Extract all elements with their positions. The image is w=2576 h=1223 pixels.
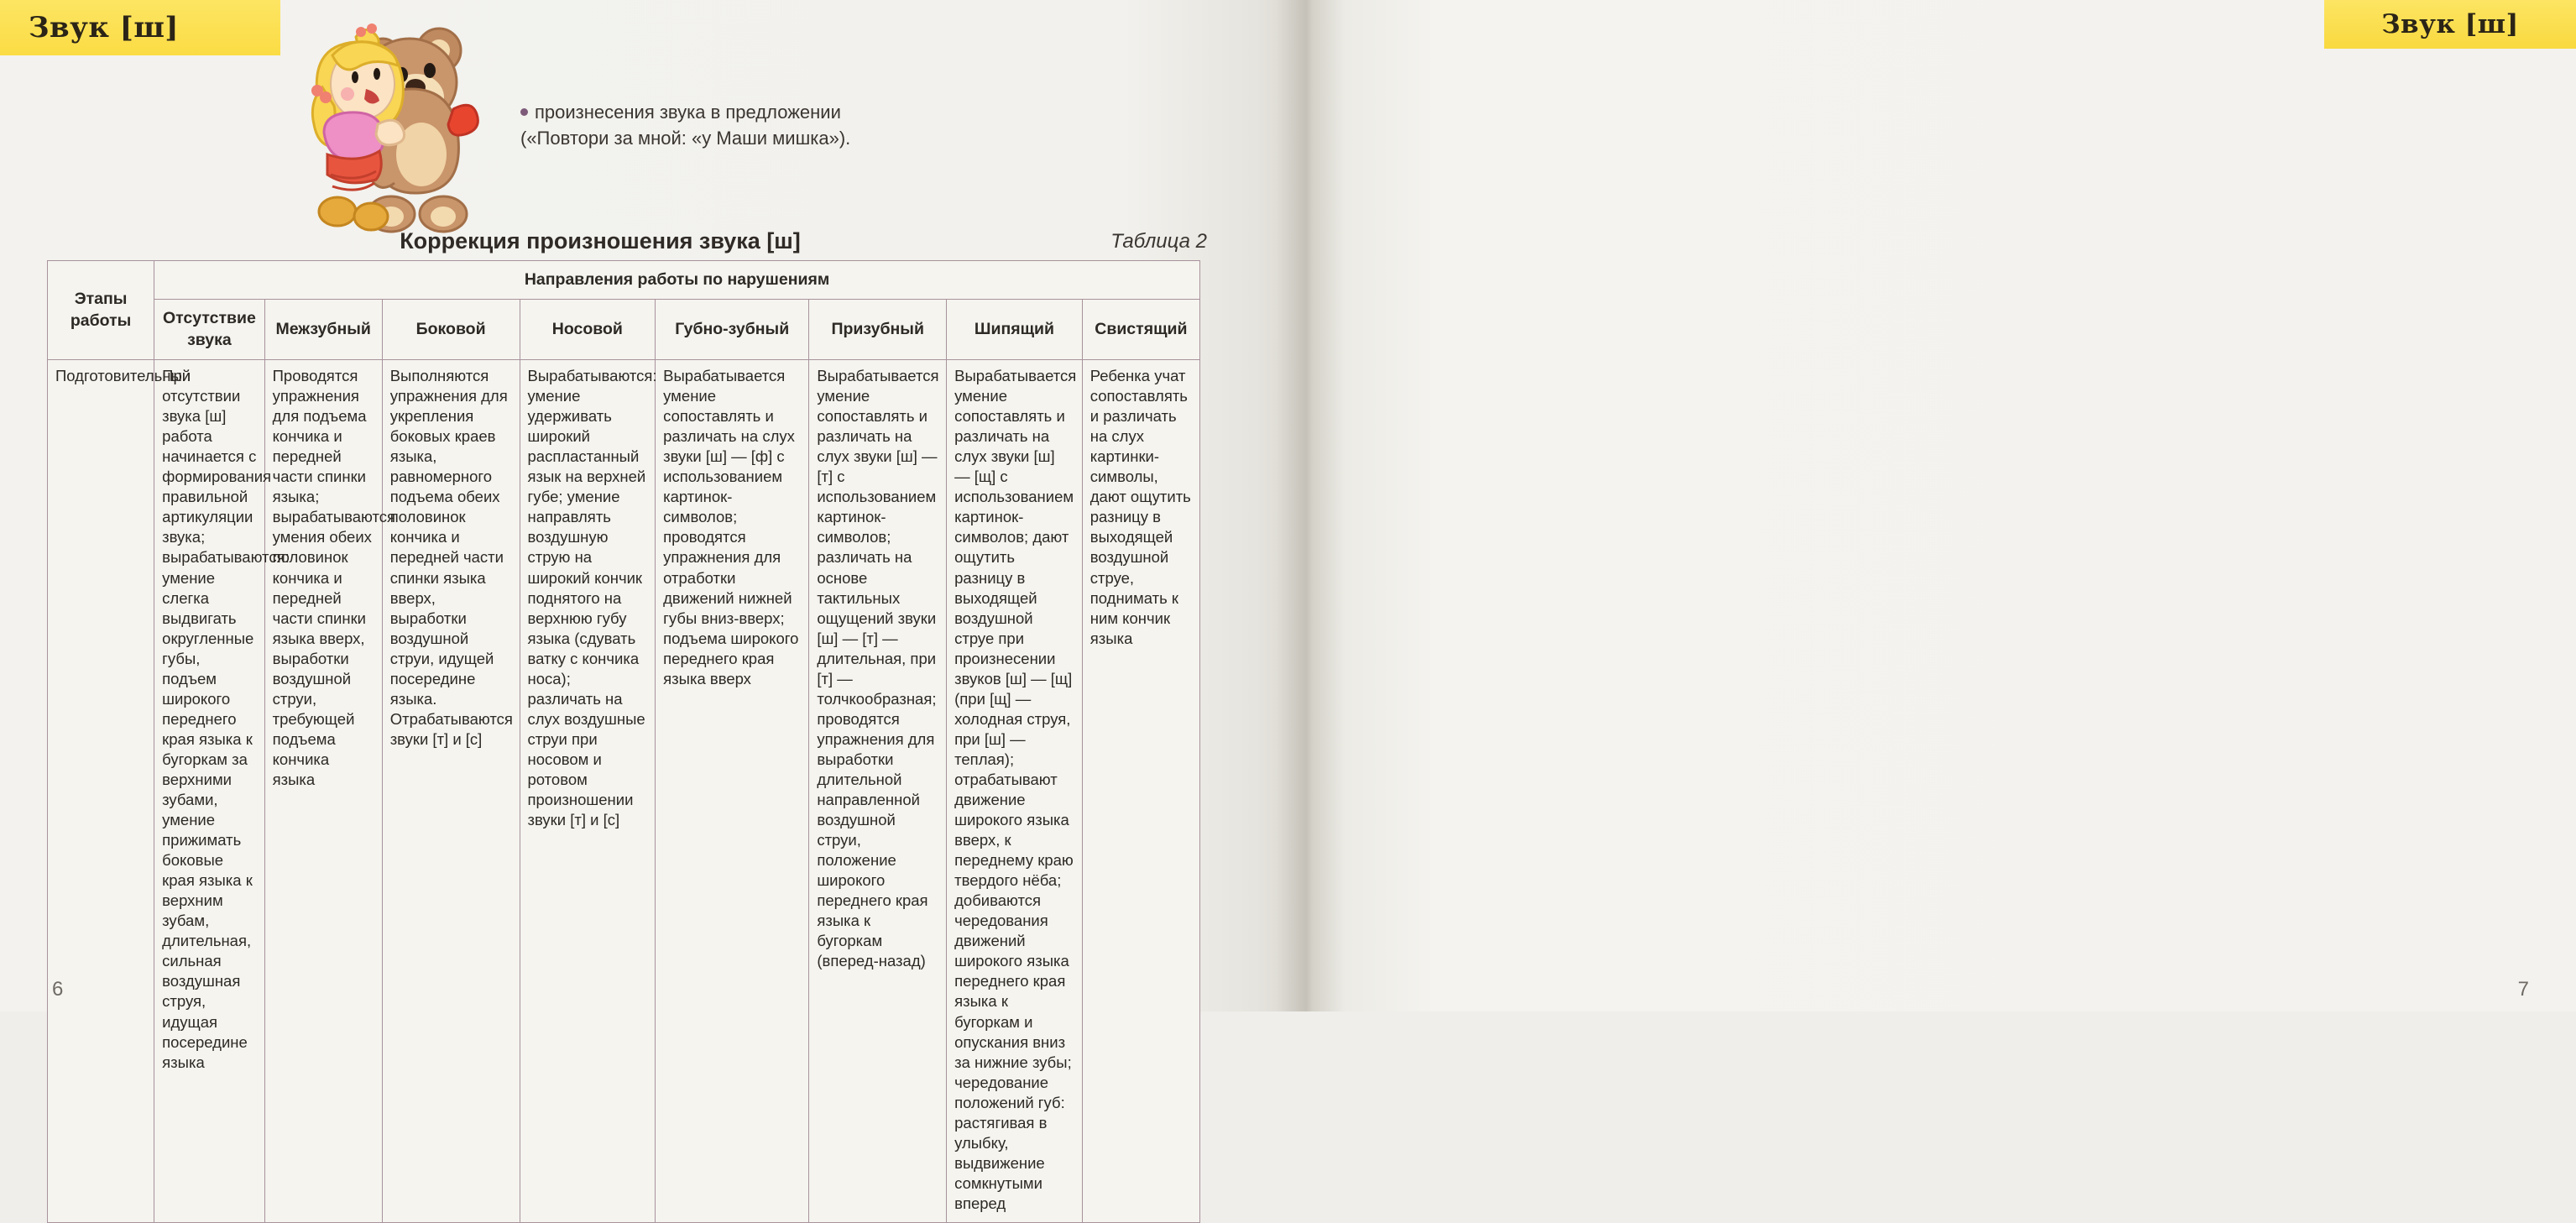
cell-hissing: Вырабатывается умение сопоставлять и раз… (946, 359, 1083, 1223)
header-col-6: Шипящий (946, 299, 1083, 361)
bullet-paragraph: произнесения звука в предложении («Повто… (520, 99, 873, 151)
row-stage-label: Подготовительный (46, 359, 191, 1223)
header-col-2: Боковой (381, 299, 520, 361)
cell-lateral: Выполняются упражнения для укрепления бо… (381, 359, 520, 1223)
table-row: Подготовительный При отсутствии звука [ш… (46, 359, 1201, 1223)
cell-interdental: Проводятся упражнения для подъема кончик… (264, 359, 395, 1223)
correction-table-left: Этапы работы Направления работы по наруш… (46, 259, 1201, 1223)
header-col-3: Носовой (519, 299, 656, 361)
section-tab-left: Звук [ш] (0, 0, 280, 55)
cell-absence: При отсутствии звука [ш] работа начинает… (154, 359, 290, 1223)
header-col-0: Отсутствие звука (154, 299, 265, 361)
page-title: Коррекция произношения звука [ш] (400, 228, 801, 253)
cell-nasal: Вырабатываются: умение удерживать широки… (519, 359, 657, 1223)
bullet-dot-icon (520, 108, 528, 117)
page-number-left: 6 (52, 978, 64, 1001)
cell-whistling: Ребенка учат сопоставлять и различать на… (1081, 359, 1201, 1223)
page-left: Звук [ш] (0, 0, 1308, 1223)
bullet-line-2: («Повтори за мной: «у Маши мишка»). (520, 128, 851, 149)
header-col-1: Межзубный (264, 299, 383, 361)
bullet-line-1: произнесения звука в предложении (520, 99, 873, 125)
header-stage: Этапы работы (46, 259, 155, 361)
illustration-girl-and-teddy (265, 7, 517, 250)
header-col-7: Свистящий (1081, 299, 1201, 361)
page-right: Звук [ш] Формирование первичных произнос… (1308, 0, 2576, 1011)
header-col-4: Губно-зубный (655, 299, 810, 361)
girl-graphic (311, 24, 406, 232)
header-group-directions: Направления работы по нарушениям (154, 259, 1200, 301)
section-tab-right: Звук [ш] (2324, 0, 2576, 49)
cell-predental: Вырабатывается умение сопоставлять и раз… (808, 359, 948, 1223)
cell-labiodental: Вырабатывается умение сопоставлять и раз… (655, 359, 810, 1223)
table-header-group-row: Этапы работы Направления работы по наруш… (46, 259, 1200, 361)
header-col-5: Призубный (808, 299, 948, 361)
table-number-label: Таблица 2 (1110, 230, 1207, 253)
page-number-right: 7 (2517, 978, 2529, 1001)
table-header-columns-row: Отсутствие звука Межзубный Боковой Носов… (48, 299, 1201, 361)
